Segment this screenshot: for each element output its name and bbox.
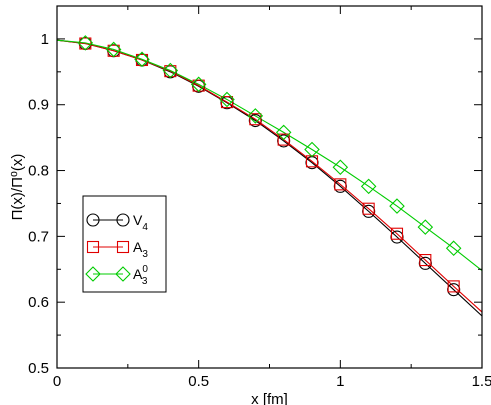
data-point-square xyxy=(390,227,404,240)
data-point-diamond xyxy=(77,35,94,51)
data-point-square xyxy=(362,202,375,215)
data-point-diamond xyxy=(360,178,377,195)
data-point-square xyxy=(277,133,290,146)
data-point-square xyxy=(334,178,347,191)
legend-marker-start xyxy=(85,266,101,282)
legend-marker-end xyxy=(116,240,130,254)
legend-label-main: A xyxy=(133,239,143,255)
data-point-diamond xyxy=(417,219,434,235)
data-point-diamond xyxy=(445,240,462,256)
data-point-square xyxy=(447,280,460,293)
data-point-diamond xyxy=(247,108,264,124)
legend-entry-label: V4 xyxy=(133,212,148,233)
legend-marker-start xyxy=(86,213,100,227)
plot-frame xyxy=(56,5,483,369)
series-curves xyxy=(57,39,482,317)
data-point-diamond xyxy=(304,141,320,158)
legend-label-sub: 3 xyxy=(142,276,148,287)
x-axis-label: x [fm] xyxy=(251,391,288,405)
legend-label-sup: 0 xyxy=(142,264,148,275)
axis-tick-labels: 0 0.5 1 1.50.50.60.70.80.91 xyxy=(28,31,491,390)
x-tick-label: 1 xyxy=(336,373,344,390)
data-point-square xyxy=(79,37,92,50)
y-tick-label: 0.5 xyxy=(28,360,49,377)
x-tick-label: 0.5 xyxy=(188,373,209,390)
legend-entry-label: A3 xyxy=(133,239,148,260)
data-point-diamond xyxy=(190,76,207,93)
y-tick-label: 0.6 xyxy=(28,294,49,311)
data-point-diamond xyxy=(134,51,150,68)
x-tick-label: 1.5 xyxy=(472,373,491,390)
legend-label-sub: 3 xyxy=(142,249,148,260)
legend-label-main: A xyxy=(133,266,143,282)
data-point-square xyxy=(249,113,262,126)
legend-entry-label: A0 3 xyxy=(133,264,148,287)
legend-label-main: V xyxy=(133,212,143,228)
data-point-diamond xyxy=(219,91,235,108)
legend-marker-end xyxy=(115,266,131,282)
y-tick-label: 0.8 xyxy=(28,163,49,180)
legend-marker-start xyxy=(86,240,100,254)
y-tick-label: 0.9 xyxy=(28,97,49,114)
legend-marker-end xyxy=(116,213,130,227)
y-tick-label: 1 xyxy=(41,31,49,48)
data-point-square xyxy=(419,254,432,267)
data-point-diamond xyxy=(105,41,122,58)
y-tick-label: 0.7 xyxy=(28,228,49,245)
data-point-diamond xyxy=(389,198,405,214)
legend-label-sub: 4 xyxy=(142,222,148,233)
data-point-square xyxy=(220,96,234,109)
y-axis-label: Π(x)/Π⁰(x) xyxy=(9,154,26,221)
data-point-diamond xyxy=(162,62,179,79)
series-markers xyxy=(77,35,462,297)
data-point-square xyxy=(135,53,149,67)
legend-box xyxy=(82,195,167,293)
data-point-diamond xyxy=(275,124,292,141)
data-point-diamond xyxy=(332,159,349,176)
data-point-square xyxy=(164,65,177,78)
axis-ticks xyxy=(56,6,483,369)
series-line-2 xyxy=(57,39,482,272)
x-tick-label: 0 xyxy=(53,373,61,390)
series-line-1 xyxy=(57,39,482,313)
